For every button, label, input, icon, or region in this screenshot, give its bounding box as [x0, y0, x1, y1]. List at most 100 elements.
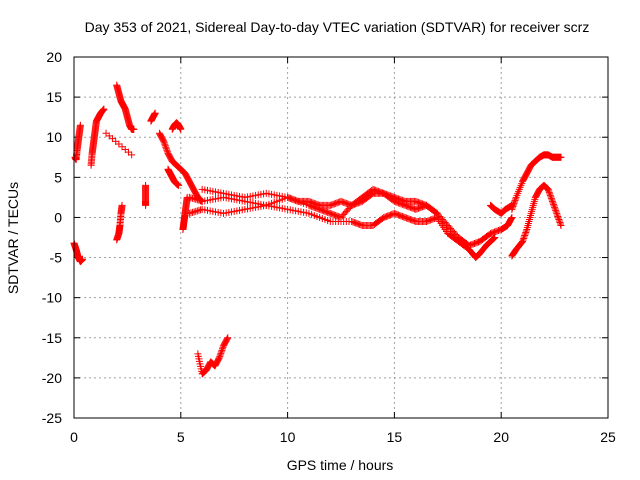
data-point	[557, 221, 565, 229]
data-point	[128, 151, 136, 159]
data-point	[554, 214, 562, 222]
series-seg-b	[71, 121, 84, 164]
plot-frame	[73, 56, 609, 419]
data-point	[551, 203, 559, 211]
data-point	[185, 209, 193, 217]
data-point	[193, 207, 201, 215]
data-point	[556, 218, 564, 226]
data-point	[187, 194, 195, 202]
data-point	[511, 198, 519, 206]
data-point	[549, 199, 557, 207]
data-point	[553, 211, 561, 219]
x-tick-label: 25	[600, 429, 616, 445]
data-point	[557, 153, 565, 161]
data-point	[162, 145, 170, 153]
data-point	[189, 194, 197, 202]
data-point	[217, 349, 225, 357]
data-point	[163, 146, 171, 154]
series-seg-p	[198, 185, 441, 217]
data-point	[215, 354, 223, 362]
data-point	[489, 235, 497, 243]
ticks	[73, 56, 609, 419]
data-points	[70, 81, 565, 378]
data-point	[544, 185, 552, 193]
data-point	[519, 236, 527, 244]
x-tick-label: 10	[280, 429, 296, 445]
y-tick-label: 0	[54, 209, 62, 225]
x-tick-label: 5	[177, 429, 185, 445]
y-tick-label: -5	[50, 250, 63, 266]
series-seg-k	[168, 119, 185, 133]
y-tick-label: -15	[42, 330, 62, 346]
data-point	[218, 346, 226, 354]
series-seg-h	[147, 109, 159, 125]
data-point	[161, 142, 169, 150]
data-point	[509, 202, 517, 210]
y-tick-label: -25	[42, 410, 62, 426]
x-tick-label: 0	[70, 429, 78, 445]
data-point	[520, 235, 528, 243]
data-point	[552, 206, 560, 214]
data-point	[118, 201, 126, 209]
data-point	[508, 213, 516, 221]
data-point	[195, 206, 203, 214]
data-point	[190, 195, 198, 203]
chart-title: Day 353 of 2021, Sidereal Day-to-day VTE…	[85, 19, 590, 35]
series-seg-d	[102, 129, 136, 159]
data-point	[161, 140, 169, 148]
data-point	[510, 199, 518, 207]
series-seg-m	[194, 334, 232, 378]
data-point	[545, 187, 553, 195]
data-point	[216, 352, 224, 360]
data-point	[100, 105, 108, 113]
series-seg-r	[433, 209, 516, 250]
series-seg-s	[487, 201, 516, 217]
data-point	[519, 238, 527, 246]
data-point	[521, 230, 529, 238]
data-point	[218, 345, 226, 353]
data-point	[509, 201, 517, 209]
data-point	[195, 196, 203, 204]
data-point	[548, 197, 556, 205]
data-point	[187, 209, 195, 217]
data-point	[151, 109, 159, 117]
series-seg-e	[113, 81, 138, 133]
data-point	[175, 181, 183, 189]
y-tick-label: -20	[42, 370, 62, 386]
data-point	[508, 205, 516, 213]
data-point	[130, 125, 138, 133]
data-point	[546, 190, 554, 198]
data-point	[79, 255, 87, 263]
data-point	[162, 143, 170, 151]
data-point	[522, 227, 530, 235]
y-tick-label: 20	[46, 49, 62, 65]
data-point	[511, 196, 519, 204]
series-seg-u	[508, 181, 565, 260]
data-point	[556, 220, 564, 228]
x-tick-label: 20	[493, 429, 509, 445]
data-point	[177, 125, 185, 133]
data-point	[546, 191, 554, 199]
data-point	[545, 188, 553, 196]
series-seg-g	[142, 181, 150, 209]
series-seg-j	[164, 165, 183, 189]
data-point	[216, 351, 224, 359]
y-tick-label: -10	[42, 290, 62, 306]
data-point	[193, 196, 201, 204]
data-point	[555, 215, 563, 223]
series-seg-c	[87, 105, 108, 169]
data-point	[490, 235, 498, 243]
data-point	[512, 195, 520, 203]
data-point	[550, 202, 558, 210]
y-tick-label: 5	[54, 169, 62, 185]
x-tick-label: 15	[387, 429, 403, 445]
y-tick-label: 10	[46, 129, 62, 145]
series-seg-t	[508, 151, 565, 213]
data-point	[550, 200, 558, 208]
data-point	[76, 121, 84, 129]
x-axis-label: GPS time / hours	[287, 457, 394, 473]
series-seg-a	[70, 239, 87, 266]
data-point	[217, 348, 225, 356]
data-point	[224, 334, 232, 342]
data-point	[508, 204, 516, 212]
